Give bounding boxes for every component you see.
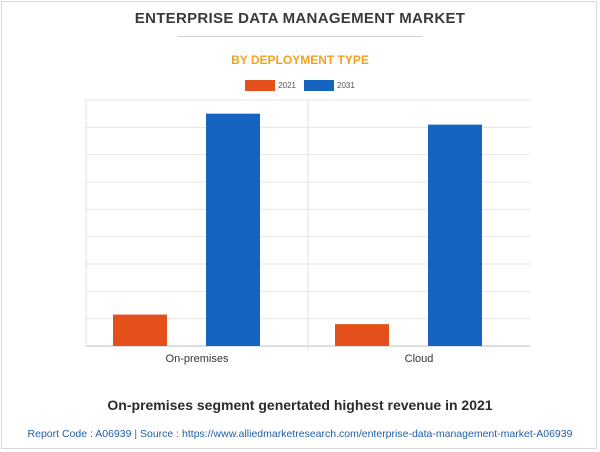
bar-2031-cloud <box>428 124 482 346</box>
legend-item-2031[interactable]: 2031 <box>304 80 355 91</box>
chart-title: ENTERPRISE DATA MANAGEMENT MARKET <box>134 10 466 27</box>
legend-label-2031: 2031 <box>337 81 355 90</box>
x-tick-label: Cloud <box>405 353 434 365</box>
chart-subtitle: BY DEPLOYMENT TYPE <box>231 53 369 67</box>
legend-item-2021[interactable]: 2021 <box>245 80 296 91</box>
legend-swatch-2021 <box>245 80 276 91</box>
bar-2021-on-premises <box>113 314 167 346</box>
report-source: Report Code : A06939 | Source : https://… <box>27 428 573 440</box>
legend: 2021 2031 <box>0 80 600 91</box>
bar-2031-on-premises <box>206 113 260 347</box>
x-tick-label: On-premises <box>166 353 229 365</box>
chart-caption: On-premises segment genertated highest r… <box>107 397 493 413</box>
legend-swatch-2031 <box>304 80 334 91</box>
legend-label-2021: 2021 <box>278 81 296 90</box>
title-divider <box>178 36 422 37</box>
bar-2021-cloud <box>335 324 389 346</box>
